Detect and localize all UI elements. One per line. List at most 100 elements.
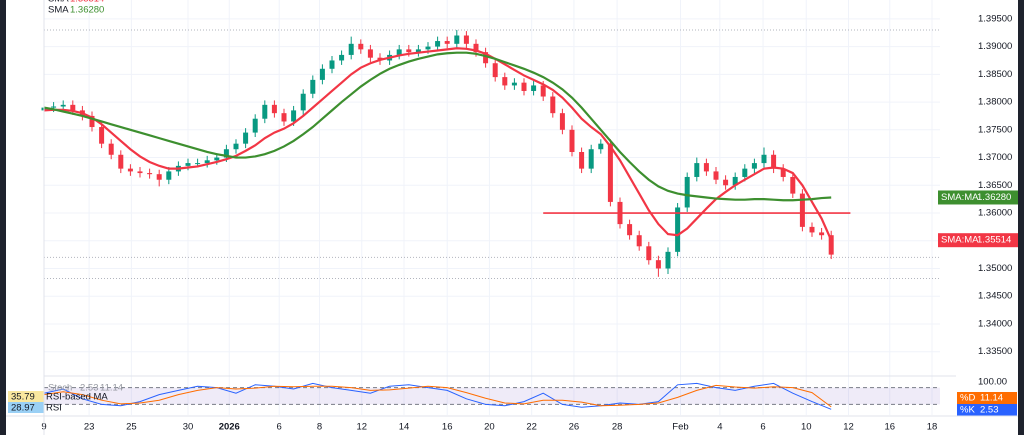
x-tick-label: 6	[277, 422, 282, 433]
candle-body	[166, 171, 172, 180]
candle-body	[127, 168, 133, 172]
x-tick-label: 20	[484, 422, 495, 433]
candle-body	[521, 82, 527, 91]
stoch-tag-bg	[957, 404, 1017, 416]
candle-body	[684, 176, 690, 208]
y-tick-label: 1.35000	[978, 263, 1012, 274]
stoch-d: 11.14	[100, 383, 123, 394]
candle-body	[598, 143, 604, 150]
candle-body	[358, 43, 364, 50]
price-tag-name: SMA:MA	[941, 235, 979, 246]
candle-body	[89, 115, 95, 128]
y-tick-label: 1.38000	[978, 97, 1012, 108]
candle-body	[703, 163, 709, 172]
x-tick-label: 12	[843, 422, 854, 433]
candle-body	[531, 85, 537, 91]
x-tick-label: Feb	[672, 422, 688, 433]
candle-body	[415, 49, 421, 53]
rsi-ma-bg	[8, 391, 44, 402]
candle-body	[262, 104, 268, 119]
x-tick-label: 26	[569, 422, 580, 433]
candle-body	[348, 43, 354, 55]
x-tick-label: 2026	[219, 422, 240, 433]
candle-body	[70, 104, 76, 111]
rsi-bg	[8, 402, 44, 413]
x-tick-label: 25	[126, 422, 137, 433]
price-tag-name: SMA:MA	[941, 192, 979, 203]
rsi-ma-value: 35.79	[11, 392, 35, 403]
candle-body	[118, 154, 124, 169]
x-tick-label: 16	[884, 422, 895, 433]
candle-body	[156, 174, 162, 180]
candle-body	[559, 113, 565, 130]
candle-body	[195, 163, 201, 165]
stoch-k: 2.53	[80, 383, 99, 394]
candle-body	[425, 46, 431, 50]
candle-body	[723, 179, 729, 186]
candle-body	[185, 163, 191, 166]
candle-body	[60, 104, 66, 107]
x-tick-label: 30	[183, 422, 194, 433]
candle-body	[732, 176, 738, 186]
candle-body	[828, 235, 834, 255]
candle-body	[819, 232, 825, 236]
x-tick-label: 10	[801, 422, 812, 433]
candle-body	[655, 260, 661, 269]
candle-body	[771, 154, 777, 169]
price-tag-bg	[938, 233, 1018, 248]
rsi-ma-name: RSI-based MA	[46, 392, 108, 403]
y-tick-label: 1.39000	[978, 41, 1012, 52]
stoch-tag-bg	[957, 392, 1017, 404]
candle-body	[492, 63, 498, 78]
candle-body	[627, 224, 633, 236]
candle-body	[271, 104, 277, 114]
legend-name: SMA	[48, 0, 69, 5]
candle-body	[435, 41, 441, 47]
stoch-line	[43, 384, 832, 408]
candle-body	[214, 157, 220, 161]
candle-body	[588, 149, 594, 169]
candle-body	[579, 151, 585, 169]
y-tick-label: 1.34000	[978, 318, 1012, 329]
panel-tick-label: 100.00	[978, 377, 1007, 388]
candle-body	[233, 143, 239, 150]
y-tick-label: 1.38500	[978, 69, 1012, 80]
x-tick-label: 12	[356, 422, 367, 433]
candle-body	[281, 113, 287, 122]
y-tick-label: 1.34500	[978, 291, 1012, 302]
candle-body	[99, 127, 105, 144]
x-tick-label: 14	[399, 422, 410, 433]
candle-body	[108, 143, 114, 155]
candle-body	[137, 171, 143, 174]
x-tick-label: 22	[526, 422, 537, 433]
price-tag-value: 1.35514	[977, 235, 1011, 246]
candle-body	[223, 149, 229, 158]
stoch-tag-name: %D	[960, 393, 975, 404]
y-tick-label: 1.36500	[978, 180, 1012, 191]
stoch-line	[43, 382, 832, 410]
candle-body	[713, 171, 719, 180]
candle-body	[454, 35, 460, 44]
stoch-tag-value: 2.53	[980, 405, 999, 416]
candle-body	[751, 163, 757, 169]
candle-body	[147, 173, 153, 175]
candle-body	[406, 49, 412, 53]
y-tick-label: 1.37500	[978, 124, 1012, 135]
candle-body	[636, 235, 642, 247]
candle-body	[502, 77, 508, 86]
y-tick-label: 1.37000	[978, 152, 1012, 163]
candle-body	[799, 193, 805, 227]
x-tick-label: 28	[612, 422, 623, 433]
candle-body	[665, 251, 671, 269]
candle-body	[319, 68, 325, 80]
candle-body	[540, 85, 546, 97]
candle-body	[291, 110, 297, 122]
stoch-band	[44, 387, 940, 405]
candle-body	[790, 176, 796, 194]
x-tick-label: 18	[927, 422, 938, 433]
candle-body	[483, 52, 489, 64]
left-edge	[0, 0, 6, 435]
candle-body	[252, 118, 258, 133]
